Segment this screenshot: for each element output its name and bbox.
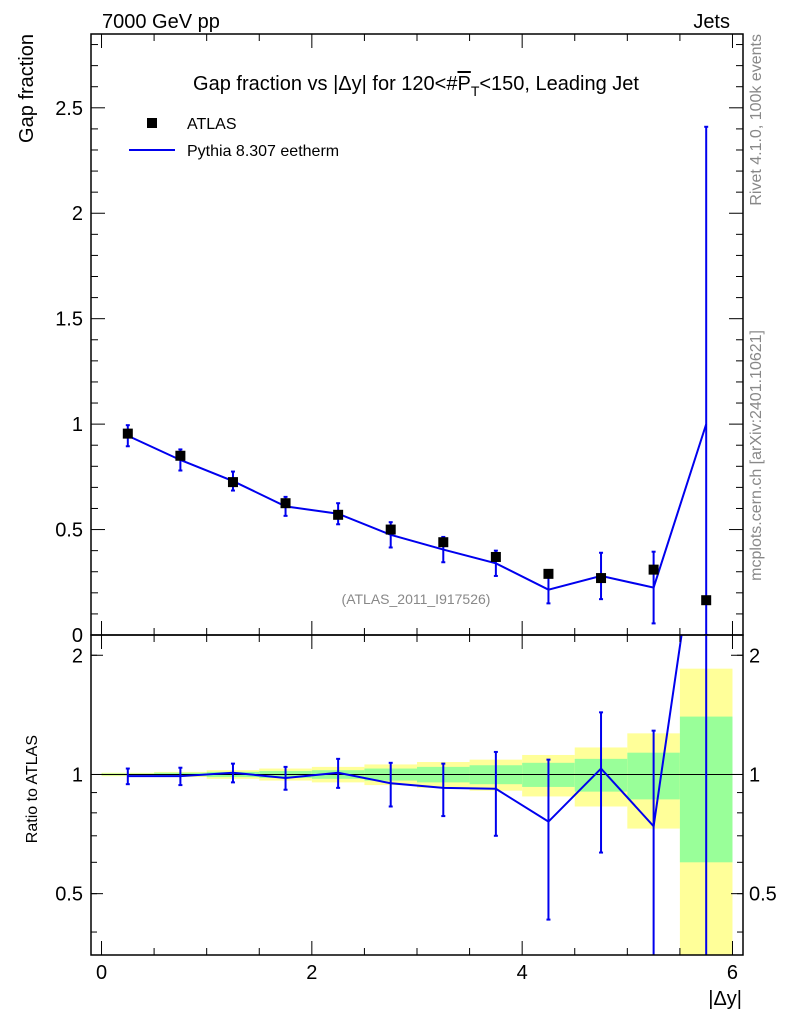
atlas-data-point bbox=[280, 498, 291, 509]
atlas-data-point bbox=[227, 477, 238, 488]
ratio-panel: 0.5 0.5 1 1 2 2 0 2 4 6 bbox=[55, 634, 777, 984]
ratio-ytick-label-left: 2 bbox=[72, 645, 83, 667]
legend-pythia-label: Pythia 8.307 eetherm bbox=[187, 143, 339, 160]
rivet-label: Rivet 4.1.0, 100k events bbox=[748, 34, 765, 206]
chart-title-post: <150, Leading Jet bbox=[479, 73, 639, 95]
ratio-ytick-label-right: 2 bbox=[749, 645, 760, 667]
chart-title: Gap fraction vs |Δy| for 120<#PT<150, Le… bbox=[193, 73, 639, 99]
ratio-ytick-label-left: 1 bbox=[72, 764, 83, 786]
legend-atlas-marker bbox=[147, 118, 157, 128]
xtick-label: 2 bbox=[306, 962, 317, 984]
analysis-watermark: (ATLAS_2011_I917526) bbox=[342, 591, 491, 607]
atlas-data-point bbox=[596, 573, 607, 584]
main-ytick-label: 0 bbox=[72, 625, 83, 647]
atlas-data-point bbox=[490, 551, 501, 562]
ratio-plot-area bbox=[91, 635, 743, 955]
main-plot-area bbox=[122, 125, 712, 635]
atlas-data-point bbox=[438, 537, 449, 548]
ratio-ylabel: Ratio to ATLAS bbox=[24, 735, 41, 843]
ratio-ytick-label-right: 0.5 bbox=[749, 884, 777, 906]
main-ytick-label: 2 bbox=[72, 203, 83, 225]
atlas-data-point bbox=[122, 428, 133, 439]
chart-title-sub: T bbox=[471, 83, 480, 99]
mcplots-label: mcplots.cern.ch [arXiv:2401.10621] bbox=[748, 330, 765, 581]
atlas-data-point bbox=[333, 509, 344, 520]
xtick-label: 0 bbox=[96, 962, 107, 984]
header-left-label: 7000 GeV pp bbox=[102, 11, 220, 33]
ratio-ytick-label-right: 1 bbox=[749, 764, 760, 786]
atlas-data-point bbox=[648, 564, 659, 575]
header-right-label: Jets bbox=[693, 11, 730, 33]
chart-title-pre: Gap fraction vs |Δy| for 120<# bbox=[193, 73, 458, 95]
atlas-data-point bbox=[701, 595, 712, 606]
xlabel: |Δy| bbox=[708, 988, 742, 1010]
main-ytick-label: 1 bbox=[72, 414, 83, 436]
atlas-data-point bbox=[385, 524, 396, 535]
ratio-ytick-label-left: 0.5 bbox=[55, 884, 83, 906]
atlas-data-point bbox=[175, 450, 186, 461]
chart-title-p: P bbox=[457, 73, 470, 95]
main-ylabel: Gap fraction bbox=[16, 34, 38, 143]
atlas-data-point bbox=[543, 568, 554, 579]
legend: ATLAS Pythia 8.307 eetherm bbox=[129, 116, 339, 160]
ratio-series-line bbox=[127, 635, 683, 829]
main-panel: 0 0.5 1 1.5 2 2.5 bbox=[55, 33, 744, 647]
xtick-label: 4 bbox=[517, 962, 528, 984]
main-ytick-label: 0.5 bbox=[55, 520, 83, 542]
main-ytick-label: 1.5 bbox=[55, 309, 83, 331]
xtick-label: 6 bbox=[727, 962, 738, 984]
main-ytick-label: 2.5 bbox=[55, 98, 83, 120]
legend-atlas-label: ATLAS bbox=[187, 116, 237, 133]
pythia-series-line bbox=[127, 423, 708, 591]
